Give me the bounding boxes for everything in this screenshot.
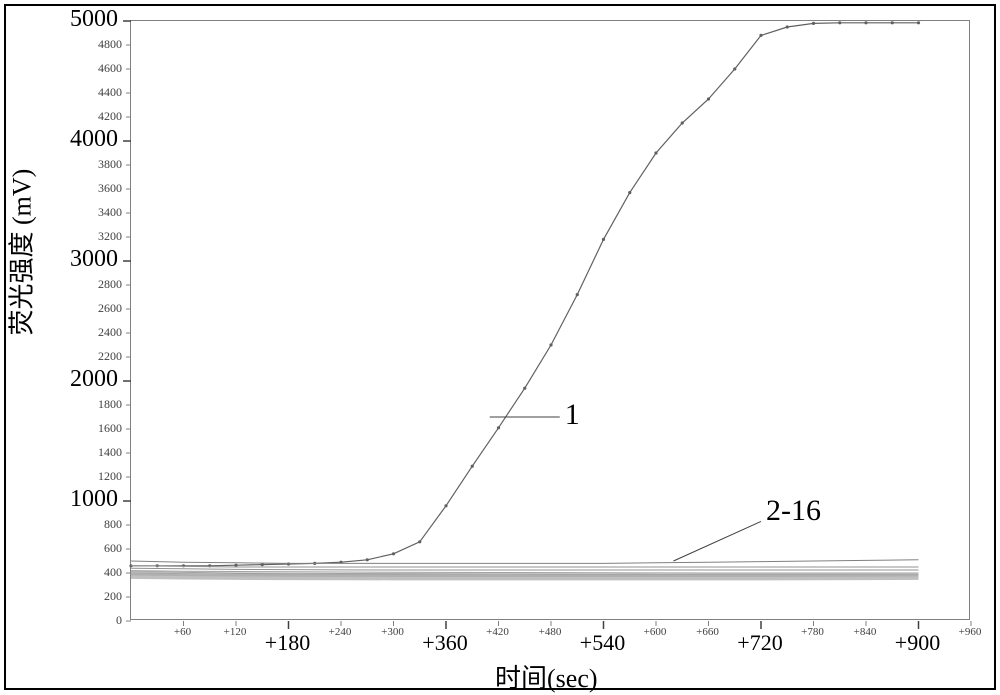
y-minor-tick-label: 0 — [82, 613, 122, 628]
x-minor-tick-label: +120 — [217, 626, 253, 638]
line-3 — [131, 566, 919, 567]
x-minor-tick-label: +480 — [532, 626, 568, 638]
x-minor-tick-label: +660 — [690, 626, 726, 638]
y-minor-tick-label: 2800 — [82, 277, 122, 292]
chart-container: 荧光强度 (mV) 时间(sec) +180 +360 +540 +720 +900 +6… — [0, 0, 1000, 694]
x-minor-tick-label: +960 — [952, 626, 988, 638]
y-minor-tick-label: 4400 — [82, 85, 122, 100]
x-major-tick-label: +180 — [258, 630, 318, 656]
x-major-tick-label: +360 — [415, 630, 475, 656]
x-minor-tick-label: +60 — [165, 626, 201, 638]
y-minor-tick-label: 3800 — [82, 157, 122, 172]
x-minor-tick-label: +840 — [847, 626, 883, 638]
x-minor-tick-label: +300 — [375, 626, 411, 638]
y-axis-label: 荧光强度 (mV) — [2, 316, 39, 336]
y-minor-tick-label: 1800 — [82, 397, 122, 412]
y-major-tick-label: 1000 — [58, 486, 118, 513]
y-minor-tick-label: 200 — [82, 589, 122, 604]
y-minor-tick-label: 800 — [82, 517, 122, 532]
y-major-tick-label: 5000 — [58, 6, 118, 33]
y-minor-tick-label: 1400 — [82, 445, 122, 460]
y-major-tick-label: 3000 — [58, 246, 118, 273]
y-minor-tick-label: 3400 — [82, 205, 122, 220]
x-minor-tick-label: +780 — [795, 626, 831, 638]
y-minor-tick-label: 600 — [82, 541, 122, 556]
x-major-tick-label: +720 — [730, 630, 790, 656]
y-minor-tick-label: 400 — [82, 565, 122, 580]
chart-svg — [131, 21, 971, 621]
y-minor-tick-label: 3200 — [82, 229, 122, 244]
y-minor-tick-label: 4200 — [82, 109, 122, 124]
y-minor-tick-label: 2400 — [82, 325, 122, 340]
y-minor-tick-label: 2600 — [82, 301, 122, 316]
y-major-tick-label: 4000 — [58, 126, 118, 153]
x-minor-tick-label: +420 — [480, 626, 516, 638]
y-minor-tick-label: 1600 — [82, 421, 122, 436]
annot-1: 1 — [565, 398, 580, 432]
annot-2-16: 2-16 — [766, 494, 821, 528]
plot-area — [130, 20, 970, 620]
y-minor-tick-label: 1200 — [82, 469, 122, 484]
y-minor-tick-label: 3600 — [82, 181, 122, 196]
y-minor-tick-label: 4600 — [82, 61, 122, 76]
line-1 — [131, 23, 919, 566]
y-major-tick-label: 2000 — [58, 366, 118, 393]
line-4 — [131, 568, 919, 570]
line-2-high — [131, 560, 919, 564]
x-minor-tick-label: +240 — [322, 626, 358, 638]
y-minor-tick-label: 4800 — [82, 37, 122, 52]
x-major-tick-label: +900 — [888, 630, 948, 656]
y-minor-tick-label: 2200 — [82, 349, 122, 364]
x-minor-tick-label: +600 — [637, 626, 673, 638]
x-major-tick-label: +540 — [573, 630, 633, 656]
x-axis-label: 时间(sec) — [495, 658, 598, 695]
